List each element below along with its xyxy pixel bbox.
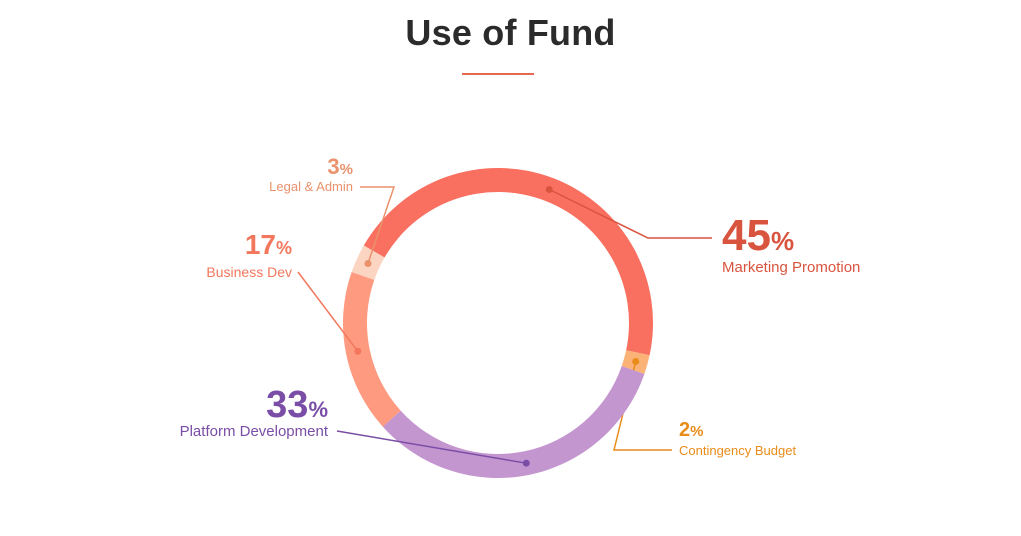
- category-label-legal-admin: Legal & Admin: [269, 179, 353, 194]
- value-label-business-dev: 17%: [245, 229, 292, 260]
- page-title: Use of Fund: [405, 12, 616, 53]
- value-label-legal-admin: 3%: [327, 154, 353, 179]
- leader-line-marketing-promotion: [548, 188, 712, 239]
- category-label-business-dev: Business Dev: [206, 264, 292, 280]
- slice-marketing-promotion: [363, 168, 653, 356]
- leader-line-legal-admin: [360, 186, 396, 264]
- category-label-contingency-budget: Contingency Budget: [679, 443, 796, 458]
- leader-dot-platform-development: [522, 459, 530, 467]
- leader-dot-marketing-promotion: [545, 185, 553, 193]
- leader-dot-business-dev: [354, 347, 362, 355]
- leader-line-business-dev: [297, 271, 359, 352]
- value-label-platform-development: 33%: [266, 384, 328, 426]
- leader-dot-contingency-budget: [632, 357, 640, 365]
- slice-business-dev: [343, 272, 401, 427]
- category-label-marketing-promotion: Marketing Promotion: [722, 259, 860, 276]
- title-underline: [462, 73, 534, 75]
- category-label-platform-development: Platform Development: [180, 423, 329, 440]
- value-label-marketing-promotion: 45%: [722, 211, 794, 260]
- value-label-contingency-budget: 2%: [679, 419, 703, 441]
- leader-line-platform-development: [336, 430, 527, 464]
- leader-dot-legal-admin: [364, 259, 372, 267]
